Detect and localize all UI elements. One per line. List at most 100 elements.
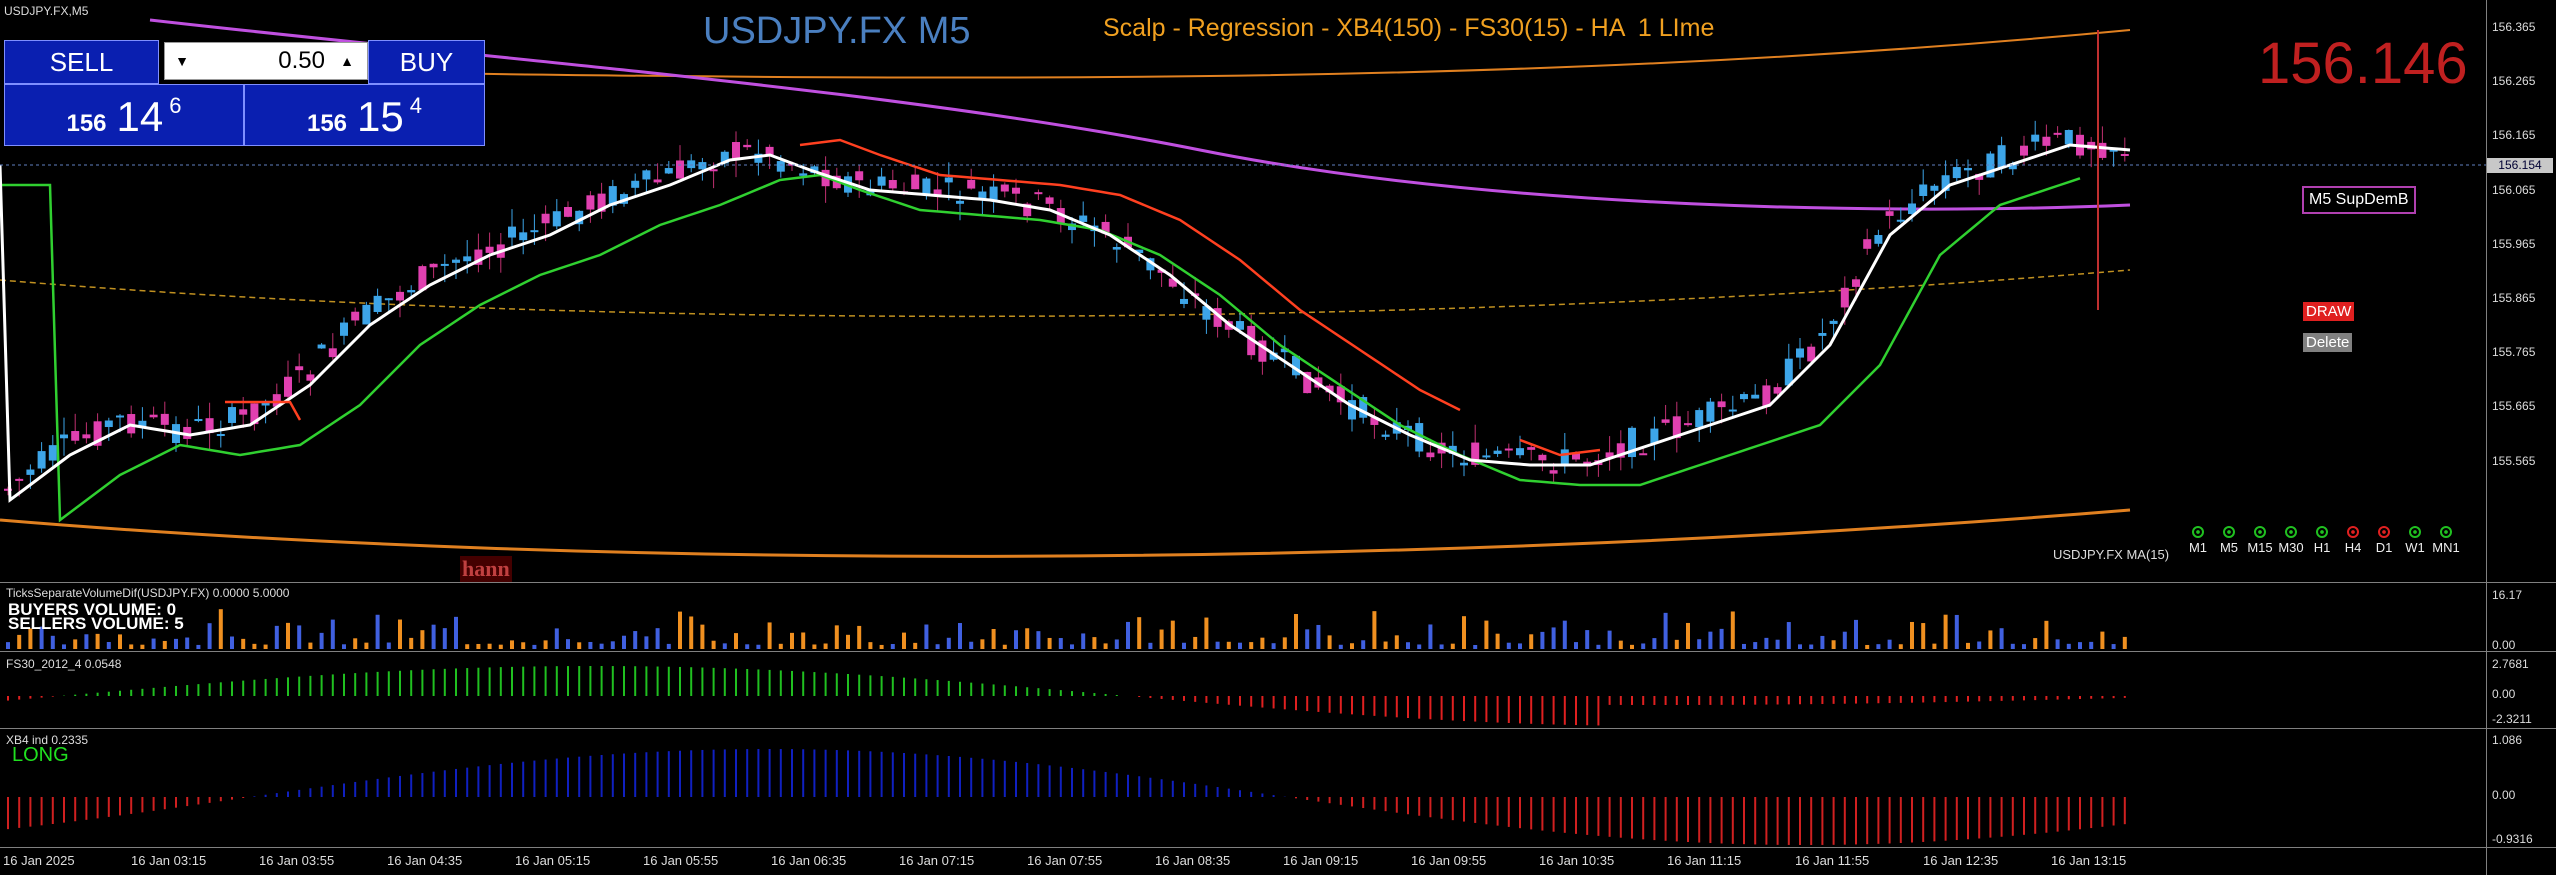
candle-body	[1213, 308, 1222, 327]
volume-bar	[465, 644, 470, 649]
timeframe-d1[interactable]: D1	[2366, 526, 2402, 555]
volume-scale-top: 16.17	[2492, 588, 2523, 602]
timeframe-label: M15	[2247, 540, 2273, 555]
timeframe-label: W1	[2405, 540, 2425, 555]
candle-body	[250, 403, 259, 425]
timeframe-w1[interactable]: W1	[2397, 526, 2433, 555]
volume-bar	[1204, 617, 1209, 649]
volume-bar	[1439, 644, 1444, 649]
xb4-pane[interactable]: XB4 ind 0.2335 LONG	[0, 729, 2486, 847]
volume-bar	[1674, 639, 1679, 649]
draw-button[interactable]: DRAW	[2303, 302, 2355, 321]
candle-body	[631, 180, 640, 188]
volume-bar	[1305, 629, 1310, 649]
timeframe-m30[interactable]: M30	[2273, 526, 2309, 555]
timeframe-mn1[interactable]: MN1	[2428, 526, 2464, 555]
volume-bar	[868, 642, 873, 649]
candle-body	[306, 374, 315, 381]
candle-body	[978, 191, 987, 200]
volume-bar	[1047, 637, 1052, 649]
buyers-volume-label: BUYERS VOLUME: 0	[8, 600, 177, 619]
candle-body	[160, 413, 169, 425]
volume-bar	[655, 628, 660, 649]
volume-bar	[958, 623, 962, 649]
lot-size-stepper[interactable]: ▼ ▲	[164, 42, 368, 80]
buy-button[interactable]: BUY	[368, 40, 485, 84]
supdem-button[interactable]: M5 SupDemB	[2302, 186, 2416, 214]
candle-body	[48, 445, 57, 461]
candle-body	[1000, 184, 1009, 192]
window-symbol-label: USDJPY.FX,M5	[4, 4, 89, 18]
candle-body	[2042, 136, 2051, 146]
ask-prefix: 156	[306, 110, 348, 137]
sell-button[interactable]: SELL	[4, 40, 159, 84]
lot-decrease-button[interactable]: ▼	[166, 44, 198, 78]
timeframe-m5[interactable]: M5	[2211, 526, 2247, 555]
candle-body	[1583, 461, 1592, 464]
candle-body	[1572, 452, 1580, 460]
volume-bar	[1159, 629, 1164, 649]
time-axis-tick: 16 Jan 03:15	[131, 853, 207, 868]
pane-divider	[0, 651, 2556, 652]
lot-increase-button[interactable]: ▲	[331, 44, 363, 78]
candle-body	[1527, 447, 1536, 450]
delete-button[interactable]: Delete	[2303, 333, 2353, 352]
volume-bar	[1596, 644, 1601, 649]
candle-body	[1762, 385, 1771, 407]
volume-bar	[566, 639, 570, 649]
main-chart-pane[interactable]: USDJPY.FX,M5 USDJPY.FX M5 Scalp - Regres…	[0, 0, 2486, 582]
volume-bar	[297, 625, 302, 649]
candle-body	[1840, 287, 1849, 308]
bid-price-box[interactable]: 156 14 6	[4, 84, 244, 146]
xb4-pane-title: XB4 ind 0.2335	[6, 733, 89, 747]
lot-size-input[interactable]	[205, 45, 327, 77]
candle-body	[608, 186, 617, 206]
status-dot-icon	[2285, 526, 2297, 538]
fs30-pane-title: FS30_2012_4 0.0548	[6, 657, 122, 671]
timeframe-label: M1	[2188, 540, 2208, 555]
candle-body	[1549, 470, 1558, 474]
price-axis[interactable]	[2486, 0, 2556, 875]
timeframe-m1[interactable]: M1	[2180, 526, 2216, 555]
volume-bar	[1764, 637, 1769, 649]
volume-bar	[1618, 640, 1623, 649]
candle-body	[1359, 397, 1368, 418]
candle-body	[1650, 428, 1659, 444]
volume-bar	[1238, 642, 1242, 649]
price-chart[interactable]	[0, 0, 2486, 582]
candle-body	[698, 162, 707, 170]
candle-body	[1941, 175, 1950, 191]
volume-pane[interactable]: TicksSeparateVolumeDif(USDJPY.FX) 0.0000…	[0, 583, 2486, 651]
volume-bar	[1383, 641, 1388, 649]
candle-body	[407, 290, 416, 293]
volume-bar	[1518, 643, 1522, 649]
candle-body	[1034, 192, 1043, 195]
volume-bar	[532, 644, 537, 649]
candle-body	[60, 434, 68, 439]
volume-bar	[17, 634, 22, 649]
candle-body	[1336, 386, 1345, 403]
volume-bar	[409, 637, 414, 649]
volume-bar	[2044, 620, 2049, 649]
timeframe-h4[interactable]: H4	[2335, 526, 2371, 555]
volume-bar	[84, 634, 89, 649]
volume-bar	[1585, 630, 1590, 649]
candle-body	[1616, 443, 1625, 458]
volume-bar	[1450, 643, 1455, 649]
candle-body	[71, 431, 80, 441]
volume-bar	[834, 625, 839, 649]
status-dot-icon	[2192, 526, 2204, 538]
fs30-pane[interactable]: FS30_2012_4 0.0548	[0, 652, 2486, 728]
volume-bar	[2100, 631, 2105, 649]
volume-bar	[1495, 633, 1500, 649]
xb4-histogram	[7, 749, 2126, 845]
volume-bar	[879, 644, 884, 649]
volume-bar	[1260, 637, 1265, 649]
candle-body	[340, 322, 348, 336]
timeframe-h1[interactable]: H1	[2304, 526, 2340, 555]
ask-price-box[interactable]: 156 15 4	[244, 84, 485, 146]
volume-bar	[1630, 644, 1634, 649]
candle-body	[956, 200, 964, 204]
timeframe-m15[interactable]: M15	[2242, 526, 2278, 555]
volume-bar	[1484, 620, 1489, 649]
